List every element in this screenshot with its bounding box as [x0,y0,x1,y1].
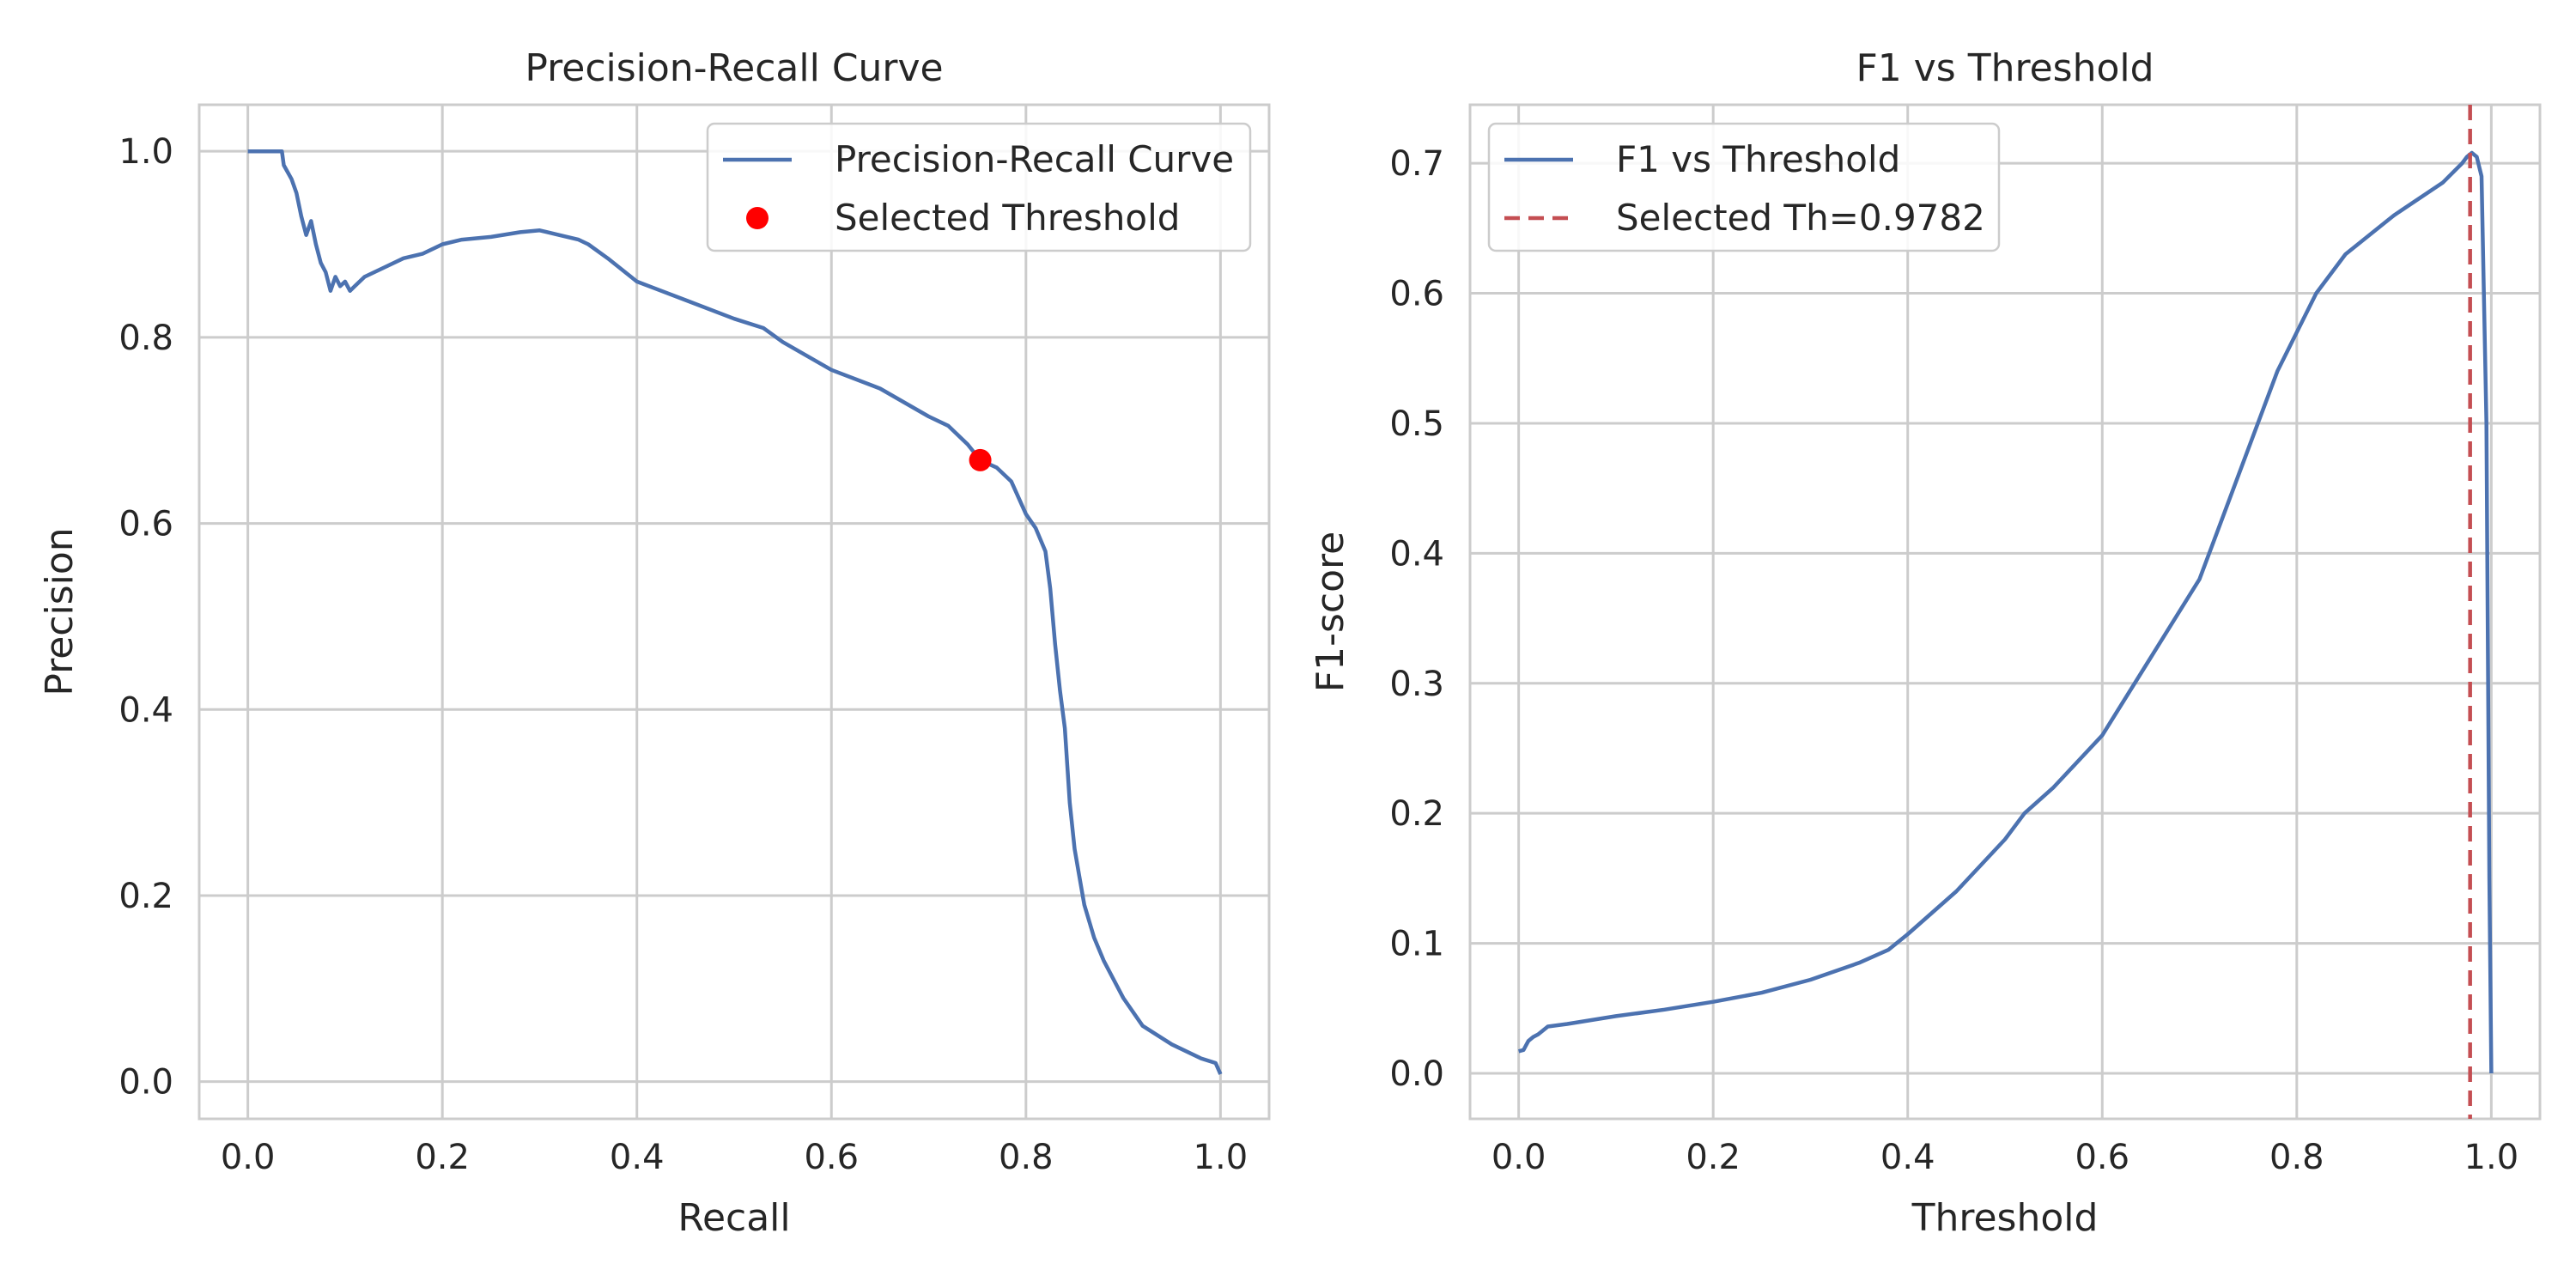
legend-label-f1-curve: F1 vs Threshold [1616,138,1900,180]
x-tick-label: 1.0 [2464,1138,2519,1177]
x-tick-label: 0.2 [415,1138,470,1177]
y-tick-label: 0.0 [1389,1054,1444,1094]
x-axis-label: Threshold [1911,1196,2099,1240]
precision-recall-panel: Precision-Recall Curve Recall Precision … [38,46,1271,1240]
x-tick-label: 0.8 [2269,1138,2324,1177]
x-tick-label: 0.6 [2075,1138,2129,1177]
y-tick-label: 0.7 [1389,144,1444,184]
plot-frame [1468,103,2542,1121]
legend: F1 vs Threshold Selected Th=0.9782 [1487,122,2001,252]
x-axis-label: Recall [677,1196,790,1240]
x-tick-label: 1.0 [1194,1138,1249,1177]
x-tick-label: 0.2 [1686,1138,1741,1177]
y-tick-label: 0.1 [1389,925,1444,964]
y-tick-label: 0.4 [118,690,173,730]
x-tick-label: 0.0 [221,1138,276,1177]
legend-box [1487,122,2001,252]
x-tick-label: 0.4 [610,1138,665,1177]
series-line [1518,150,2494,1074]
y-tick-label: 0.2 [118,877,173,916]
x-tick-label: 0.8 [999,1138,1054,1177]
x-tick-label: 0.0 [1492,1138,1546,1177]
y-axis-label: Precision [38,527,82,696]
legend: Precision-Recall Curve Selected Threshol… [706,122,1252,252]
y-axis-label: F1-score [1309,532,1352,692]
chart-title: F1 vs Threshold [1856,46,2154,90]
legend-label-selected-threshold: Selected Threshold [835,197,1180,239]
chart-title: Precision-Recall Curve [525,46,943,90]
y-tick-label: 0.6 [1389,275,1444,314]
y-tick-label: 1.0 [118,132,173,172]
y-tick-label: 0.5 [1389,404,1444,444]
y-tick-label: 0.2 [1389,794,1444,834]
legend-box [706,122,1252,252]
legend-dot-swatch [746,207,769,229]
plot-frame [197,103,1271,1121]
series-line [247,149,1223,1075]
y-tick-label: 0.6 [118,505,173,544]
f1-threshold-panel: F1 vs Threshold Threshold F1-score F1 vs… [1309,46,2542,1240]
y-tick-label: 0.0 [118,1063,173,1103]
legend-label-pr-curve: Precision-Recall Curve [835,138,1234,180]
x-tick-label: 0.4 [1880,1138,1935,1177]
selected-threshold-point [969,448,992,471]
y-tick-label: 0.8 [118,319,173,358]
y-tick-label: 0.4 [1389,534,1444,574]
legend-label-selected-th: Selected Th=0.9782 [1616,197,1985,239]
y-tick-label: 0.3 [1389,665,1444,704]
x-tick-label: 0.6 [804,1138,859,1177]
